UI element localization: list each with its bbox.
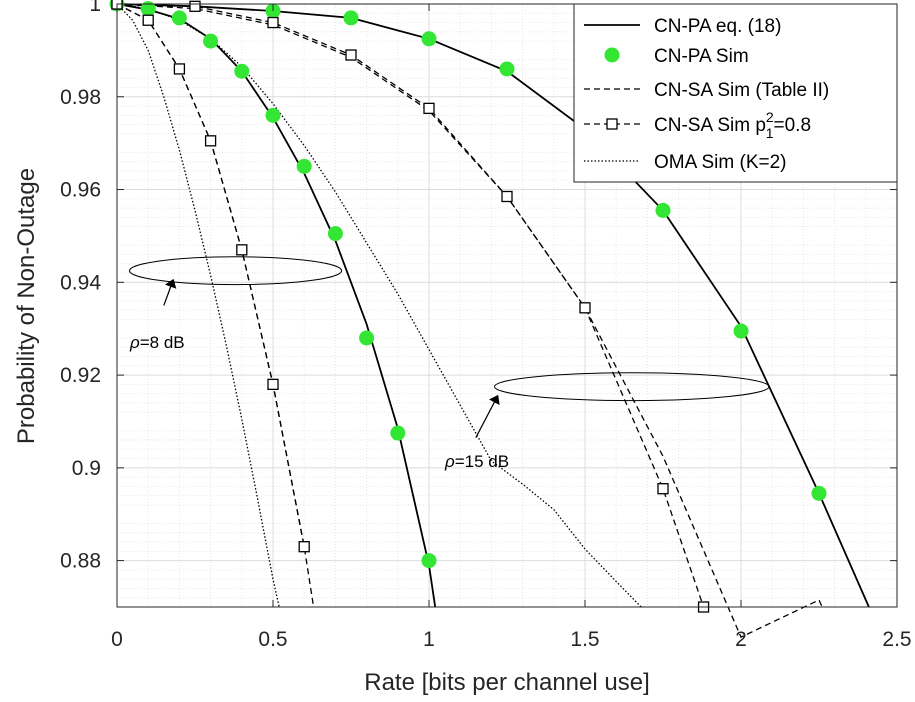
y-tick-label: 0.9 — [72, 457, 101, 480]
legend-marker-square — [606, 118, 618, 130]
y-tick-label: 1 — [89, 0, 101, 16]
minor-grid — [117, 4, 897, 607]
x-tick-label: 1.5 — [570, 628, 599, 651]
data-point-circle — [359, 330, 375, 346]
data-point-circle — [343, 10, 359, 26]
legend-label: CN-SA Sim p2 1=0.8 — [654, 109, 811, 141]
annotation-arrow — [475, 394, 500, 438]
data-point-circle — [811, 485, 827, 501]
data-point-circle — [327, 226, 343, 242]
data-point-circle — [234, 63, 250, 79]
x-tick-label: 0 — [111, 628, 123, 651]
data-point-square — [579, 302, 591, 314]
legend: CN-PA eq. (18) CN-PA Sim CN-SA Sim (Table … — [573, 3, 898, 183]
data-point-square — [657, 483, 669, 495]
x-tick-label: 0.5 — [258, 628, 287, 651]
data-point-circle — [171, 10, 187, 26]
legend-label: OMA Sim (K=2) — [654, 152, 787, 173]
data-point-square — [189, 0, 201, 12]
data-point-square — [423, 102, 435, 115]
data-point-square — [298, 541, 310, 553]
x-axis-label: Rate [bits per channel use] — [364, 669, 650, 696]
plot-frame — [116, 3, 898, 608]
series-line — [116, 3, 705, 608]
legend-label: CN-SA Sim (Table II) — [654, 80, 829, 101]
data-point-circle — [499, 61, 515, 77]
y-tick-label: 0.94 — [60, 271, 101, 294]
annotation-ellipse — [128, 256, 343, 286]
data-point-circle — [390, 425, 406, 441]
data-point-square — [501, 190, 513, 203]
series-line — [116, 3, 642, 608]
y-axis-label: Probability of Non-Outage — [13, 168, 40, 444]
legend-marker-circle — [604, 47, 620, 63]
annotation-arrow — [163, 278, 177, 306]
data-point-circle — [733, 323, 749, 339]
annotation-layer: ρ=8 dB ρ=15 dB — [128, 256, 770, 471]
data-point-circle — [655, 202, 671, 218]
data-point-circle — [265, 107, 281, 123]
y-tick-label: 0.98 — [60, 86, 101, 109]
series-line — [116, 3, 280, 608]
x-tick-label: 2.5 — [882, 628, 911, 651]
data-point-square — [173, 63, 186, 75]
tick-layer: 0 0.5 1 1.5 2 2.5 0.88 0.9 0.92 0.94 0.96 0.98 1 — [60, 0, 911, 651]
data-point-square — [204, 135, 217, 147]
data-point-square — [267, 16, 279, 29]
data-point-circle — [421, 553, 437, 569]
data-point-square — [345, 49, 357, 61]
x-tick-label: 2 — [735, 628, 747, 651]
y-tick-label: 0.88 — [60, 550, 101, 573]
y-tick-label: 0.96 — [60, 179, 101, 202]
data-point-circle — [421, 31, 437, 47]
data-point-square — [142, 14, 154, 26]
data-point-square — [267, 378, 279, 391]
annotation-label: ρ=8 dB — [129, 333, 185, 352]
data-point-circle — [140, 1, 156, 17]
legend-box — [573, 3, 898, 183]
legend-label: CN-PA Sim — [654, 46, 749, 67]
annotation-ellipse — [494, 372, 770, 402]
y-tick-label: 0.92 — [60, 364, 101, 387]
x-tick-label: 1 — [423, 628, 435, 651]
data-point-square — [236, 244, 248, 256]
annotation-label: ρ=15 dB — [444, 452, 509, 471]
data-point-circle — [296, 158, 312, 174]
data-point-circle — [203, 33, 219, 49]
legend-label: CN-PA eq. (18) — [654, 16, 781, 37]
